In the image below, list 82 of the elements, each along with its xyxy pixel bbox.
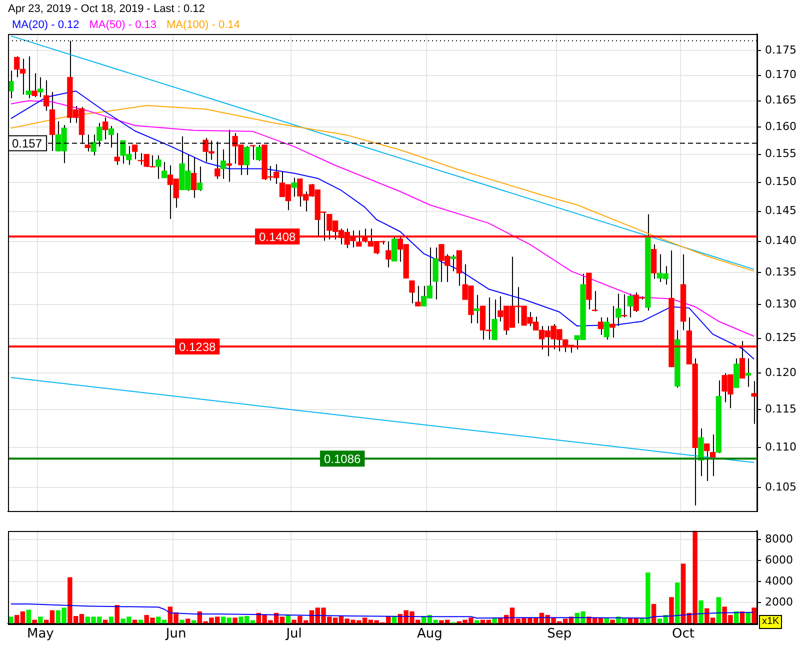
y-tick-label: 0.105 — [765, 480, 796, 494]
candlestick — [456, 250, 462, 286]
candlestick — [196, 166, 203, 192]
candlestick — [409, 280, 415, 304]
y-tick-label: 0.170 — [765, 68, 796, 82]
ref-line-label: 0.157 — [12, 136, 42, 151]
y-tick-label: 0.110 — [765, 440, 796, 454]
candlestick — [621, 294, 628, 318]
candlestick — [598, 316, 604, 336]
x-tick-label: Aug — [416, 626, 442, 642]
y-tick-label: 0.120 — [765, 366, 796, 380]
candlestick — [415, 285, 421, 307]
y-tick-label: 8000 — [765, 532, 793, 546]
bar — [698, 600, 704, 624]
y-tick-label: 0.155 — [765, 147, 796, 160]
bar — [752, 608, 756, 624]
y-tick-label: 0.160 — [765, 120, 796, 133]
candlestick — [291, 177, 297, 198]
candlestick — [474, 294, 480, 324]
bar — [138, 620, 144, 624]
bar — [32, 620, 37, 624]
x-tick-label: Sep — [547, 626, 572, 642]
candlestick — [450, 254, 456, 272]
ref-line-label: 0.1086 — [324, 452, 362, 466]
x-tick-label: Jul — [285, 626, 302, 642]
bar — [132, 620, 138, 624]
candlestick — [386, 240, 392, 268]
bar — [186, 618, 190, 624]
ref-line-label: 0.1238 — [179, 340, 216, 354]
candlestick — [102, 117, 108, 140]
x-tick-label: May — [26, 626, 54, 642]
bar — [716, 597, 722, 624]
y-tick-label: 4000 — [765, 574, 793, 588]
bar — [114, 605, 120, 624]
y-tick-label: 0.135 — [765, 265, 796, 278]
candlestick — [190, 156, 197, 198]
bar — [746, 612, 751, 624]
bar — [180, 620, 184, 624]
candlestick — [244, 146, 250, 176]
candlestick — [156, 154, 162, 180]
x-tick-label: Jun — [164, 626, 186, 642]
bar — [26, 610, 31, 624]
text: MA(100) - 0.14 — [166, 19, 240, 31]
candlestick — [161, 162, 168, 178]
y-tick-label: 0.145 — [765, 204, 796, 218]
candlestick — [610, 306, 616, 338]
y-tick-label: 0.165 — [765, 94, 796, 107]
y-tick-label: 2000 — [765, 595, 793, 608]
candlestick — [220, 148, 226, 180]
text: MA(20) - 0.12 — [12, 19, 80, 31]
bar — [102, 620, 108, 624]
chart-title: Apr 23, 2019 - Oct 18, 2019 - Last : 0.12 — [8, 3, 205, 15]
candlestick — [627, 293, 634, 318]
candlestick — [704, 443, 710, 482]
candlestick — [391, 235, 398, 262]
candlestick — [44, 80, 50, 112]
candlestick — [698, 428, 704, 477]
candlestick — [592, 290, 598, 312]
text: MA(50) - 0.13 — [89, 19, 156, 31]
y-tick-label: 0.140 — [765, 234, 796, 248]
bar — [675, 582, 680, 624]
y-axis-title: x1K — [759, 615, 782, 630]
candlestick — [710, 434, 716, 477]
candlestick — [604, 316, 610, 340]
y-tick-label: 0.175 — [765, 43, 796, 56]
y-tick-label: 0.125 — [765, 331, 796, 344]
candlestick — [432, 246, 438, 300]
bar — [610, 620, 615, 624]
bar — [38, 616, 43, 624]
bar — [108, 616, 114, 624]
candlestick — [26, 56, 32, 99]
bar — [232, 618, 238, 624]
y-tick-label: 0.115 — [765, 402, 796, 416]
ref-line-label: 0.1408 — [259, 230, 296, 244]
candlestick — [38, 76, 44, 98]
y-tick-label: 0.130 — [765, 298, 796, 311]
x-tick-label: Oct — [672, 626, 695, 642]
y-tick-label: 0.150 — [765, 175, 796, 188]
y-tick-label: 6000 — [765, 553, 793, 566]
bar — [669, 597, 674, 624]
candlestick — [492, 298, 498, 340]
bar — [8, 616, 14, 624]
